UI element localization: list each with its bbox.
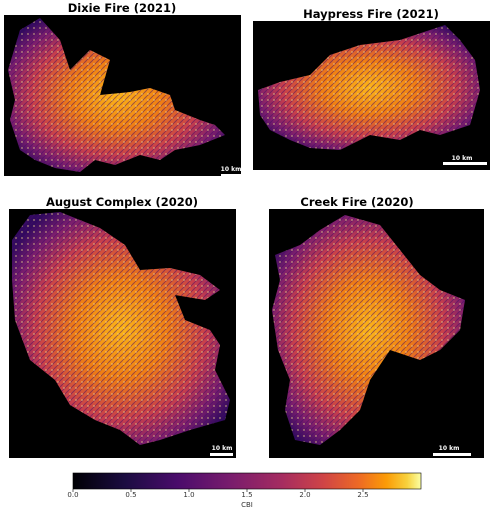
colorbar-tick-label: 2.0 [299,491,310,499]
fire-map [272,215,465,445]
colorbar-tick-label: 2.5 [357,491,368,499]
fire-map [258,25,480,150]
panel-title: Dixie Fire (2021) [68,1,176,15]
scale-bar [433,453,471,456]
panel-title: August Complex (2020) [46,195,198,209]
fire-map [12,212,230,445]
fire-map [8,18,225,172]
scale-bar [221,174,241,176]
scale-bar [210,453,233,456]
scale-label: 10 km [221,166,242,173]
colorbar-tick-label: 0.5 [125,491,136,499]
colorbar-tick-label: 1.0 [183,491,194,499]
colorbar [72,472,422,490]
scale-label: 10 km [212,445,233,452]
colorbar-tick-label: 1.5 [241,491,252,499]
colorbar-tick-label: 0.0 [67,491,78,499]
colorbar-label: CBI [241,501,253,509]
scale-label: 10 km [452,155,473,162]
panel-title: Haypress Fire (2021) [303,7,439,21]
scale-label: 10 km [439,445,460,452]
scale-bar [443,162,487,165]
panel-title: Creek Fire (2020) [300,195,413,209]
